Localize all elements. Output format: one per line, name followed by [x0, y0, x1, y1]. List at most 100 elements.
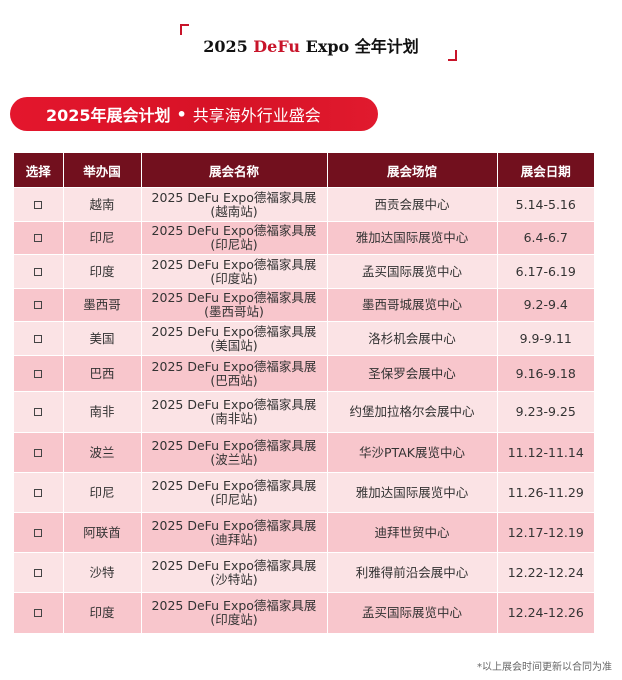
expo-name-line2: (南非站)	[210, 411, 258, 426]
country-cell: 沙特	[63, 552, 142, 593]
expo-name-cell: 2025 DeFu Expo德福家具展 (墨西哥站)	[141, 288, 328, 322]
country-cell: 印尼	[63, 472, 142, 513]
select-cell[interactable]	[14, 187, 64, 222]
date-cell: 9.9-9.11	[497, 321, 594, 356]
banner-sub: 共享海外行业盛会	[192, 106, 321, 125]
expo-name-line1: 2025 DeFu Expo德福家具展	[151, 290, 317, 305]
section-banner: 2025年展会计划 • 共享海外行业盛会	[10, 97, 378, 131]
country-cell: 阿联酋	[63, 512, 142, 553]
col-header-venue: 展会场馆	[327, 153, 498, 188]
banner-main: 2025年展会计划	[46, 106, 171, 125]
expo-name-line2: (巴西站)	[210, 372, 258, 388]
col-header-select: 选择	[14, 153, 64, 188]
select-cell[interactable]	[14, 552, 64, 593]
table-row: 墨西哥 2025 DeFu Expo德福家具展 (墨西哥站) 墨西哥城展览中心 9.2-…	[14, 288, 594, 322]
date-cell: 6.4-6.7	[497, 221, 594, 255]
select-cell[interactable]	[14, 472, 64, 513]
expo-name-line2: (墨西哥站)	[204, 304, 264, 319]
title-year: 2025	[203, 37, 254, 56]
col-header-date: 展会日期	[497, 153, 594, 188]
table-header-row: 选择 举办国 展会名称 展会场馆 展会日期	[14, 153, 594, 188]
expo-name-line2: (波兰站)	[210, 451, 258, 467]
country-cell: 墨西哥	[63, 288, 142, 322]
country-cell: 美国	[63, 321, 142, 356]
expo-name-line1: 2025 DeFu Expo德福家具展	[151, 597, 317, 613]
expo-name-line2: (美国站)	[210, 337, 258, 353]
select-cell[interactable]	[14, 432, 64, 473]
expo-name-line2: (越南站)	[210, 203, 258, 219]
date-cell: 11.12-11.14	[497, 432, 594, 473]
country-cell: 印尼	[63, 221, 142, 255]
venue-cell: 迪拜世贸中心	[327, 512, 498, 553]
expo-name-line2: (印尼站)	[210, 491, 258, 507]
date-cell: 5.14-5.16	[497, 187, 594, 222]
page-title: 2025 DeFu Expo 全年计划	[0, 33, 622, 57]
expo-schedule-table: 选择 举办国 展会名称 展会场馆 展会日期 越南 2025 DeFu Expo德福…	[14, 153, 594, 633]
country-cell: 印度	[63, 592, 142, 633]
expo-name-line1: 2025 DeFu Expo德福家具展	[151, 358, 317, 374]
row-checkbox[interactable]	[34, 608, 43, 617]
title-expo: Expo	[300, 37, 355, 56]
date-cell: 12.22-12.24	[497, 552, 594, 593]
title-plan: 全年计划	[354, 37, 419, 56]
venue-cell: 雅加达国际展览中心	[327, 221, 498, 255]
select-cell[interactable]	[14, 288, 64, 322]
row-checkbox[interactable]	[34, 568, 43, 577]
row-checkbox[interactable]	[34, 334, 43, 343]
row-checkbox[interactable]	[34, 528, 43, 537]
venue-cell: 利雅得前沿会展中心	[327, 552, 498, 593]
row-checkbox[interactable]	[34, 267, 43, 276]
row-checkbox[interactable]	[34, 369, 43, 378]
table-row: 印度 2025 DeFu Expo德福家具展 (印度站) 孟买国际展览中心 12.24-…	[14, 592, 594, 633]
expo-name-line2: (迪拜站)	[210, 531, 258, 547]
expo-name-line1: 2025 DeFu Expo德福家具展	[151, 323, 317, 339]
date-cell: 12.17-12.19	[497, 512, 594, 553]
country-cell: 印度	[63, 254, 142, 289]
title-brand: DeFu	[253, 37, 301, 56]
country-cell: 波兰	[63, 432, 142, 473]
expo-name-line1: 2025 DeFu Expo德福家具展	[151, 256, 317, 272]
select-cell[interactable]	[14, 254, 64, 289]
expo-name-cell: 2025 DeFu Expo德福家具展 (印尼站)	[141, 221, 328, 255]
expo-name-line1: 2025 DeFu Expo德福家具展	[151, 223, 317, 238]
banner-dot: •	[176, 104, 187, 124]
select-cell[interactable]	[14, 512, 64, 553]
footer-note: *以上展会时间更新以合同为准	[477, 662, 612, 673]
table-row: 印尼 2025 DeFu Expo德福家具展 (印尼站) 雅加达国际展览中心 11.26…	[14, 472, 594, 513]
row-checkbox[interactable]	[34, 200, 43, 209]
expo-name-line1: 2025 DeFu Expo德福家具展	[151, 477, 317, 493]
venue-cell: 孟买国际展览中心	[327, 592, 498, 633]
row-checkbox[interactable]	[34, 488, 43, 497]
select-cell[interactable]	[14, 221, 64, 255]
venue-cell: 圣保罗会展中心	[327, 355, 498, 392]
table-row: 沙特 2025 DeFu Expo德福家具展 (沙特站) 利雅得前沿会展中心 12.22…	[14, 552, 594, 593]
expo-name-cell: 2025 DeFu Expo德福家具展 (越南站)	[141, 187, 328, 222]
select-cell[interactable]	[14, 355, 64, 392]
row-checkbox[interactable]	[34, 234, 43, 242]
table-row: 印度 2025 DeFu Expo德福家具展 (印度站) 孟买国际展览中心 6.17-6…	[14, 254, 594, 289]
row-checkbox[interactable]	[34, 408, 43, 416]
venue-cell: 雅加达国际展览中心	[327, 472, 498, 513]
row-checkbox[interactable]	[34, 301, 43, 309]
table-row: 越南 2025 DeFu Expo德福家具展 (越南站) 西贡会展中心 5.14-5.1…	[14, 187, 594, 222]
country-cell: 巴西	[63, 355, 142, 392]
expo-name-line2: (印度站)	[210, 611, 258, 627]
select-cell[interactable]	[14, 321, 64, 356]
expo-name-line1: 2025 DeFu Expo德福家具展	[151, 397, 317, 412]
table-row: 阿联酋 2025 DeFu Expo德福家具展 (迪拜站) 迪拜世贸中心 12.17-1…	[14, 512, 594, 553]
expo-name-cell: 2025 DeFu Expo德福家具展 (印度站)	[141, 592, 328, 633]
expo-name-line1: 2025 DeFu Expo德福家具展	[151, 189, 317, 205]
table-row: 巴西 2025 DeFu Expo德福家具展 (巴西站) 圣保罗会展中心 9.16-9.…	[14, 355, 594, 392]
select-cell[interactable]	[14, 592, 64, 633]
corner-bracket-bottom-right	[448, 50, 457, 61]
expo-name-cell: 2025 DeFu Expo德福家具展 (迪拜站)	[141, 512, 328, 553]
venue-cell: 墨西哥城展览中心	[327, 288, 498, 322]
expo-name-cell: 2025 DeFu Expo德福家具展 (印度站)	[141, 254, 328, 289]
country-cell: 南非	[63, 391, 142, 433]
date-cell: 6.17-6.19	[497, 254, 594, 289]
table-row: 波兰 2025 DeFu Expo德福家具展 (波兰站) 华沙PTAK展览中心 11.1…	[14, 432, 594, 473]
table-row: 印尼 2025 DeFu Expo德福家具展 (印尼站) 雅加达国际展览中心 6.4-6…	[14, 221, 594, 255]
date-cell: 9.16-9.18	[497, 355, 594, 392]
select-cell[interactable]	[14, 391, 64, 433]
row-checkbox[interactable]	[34, 448, 43, 457]
